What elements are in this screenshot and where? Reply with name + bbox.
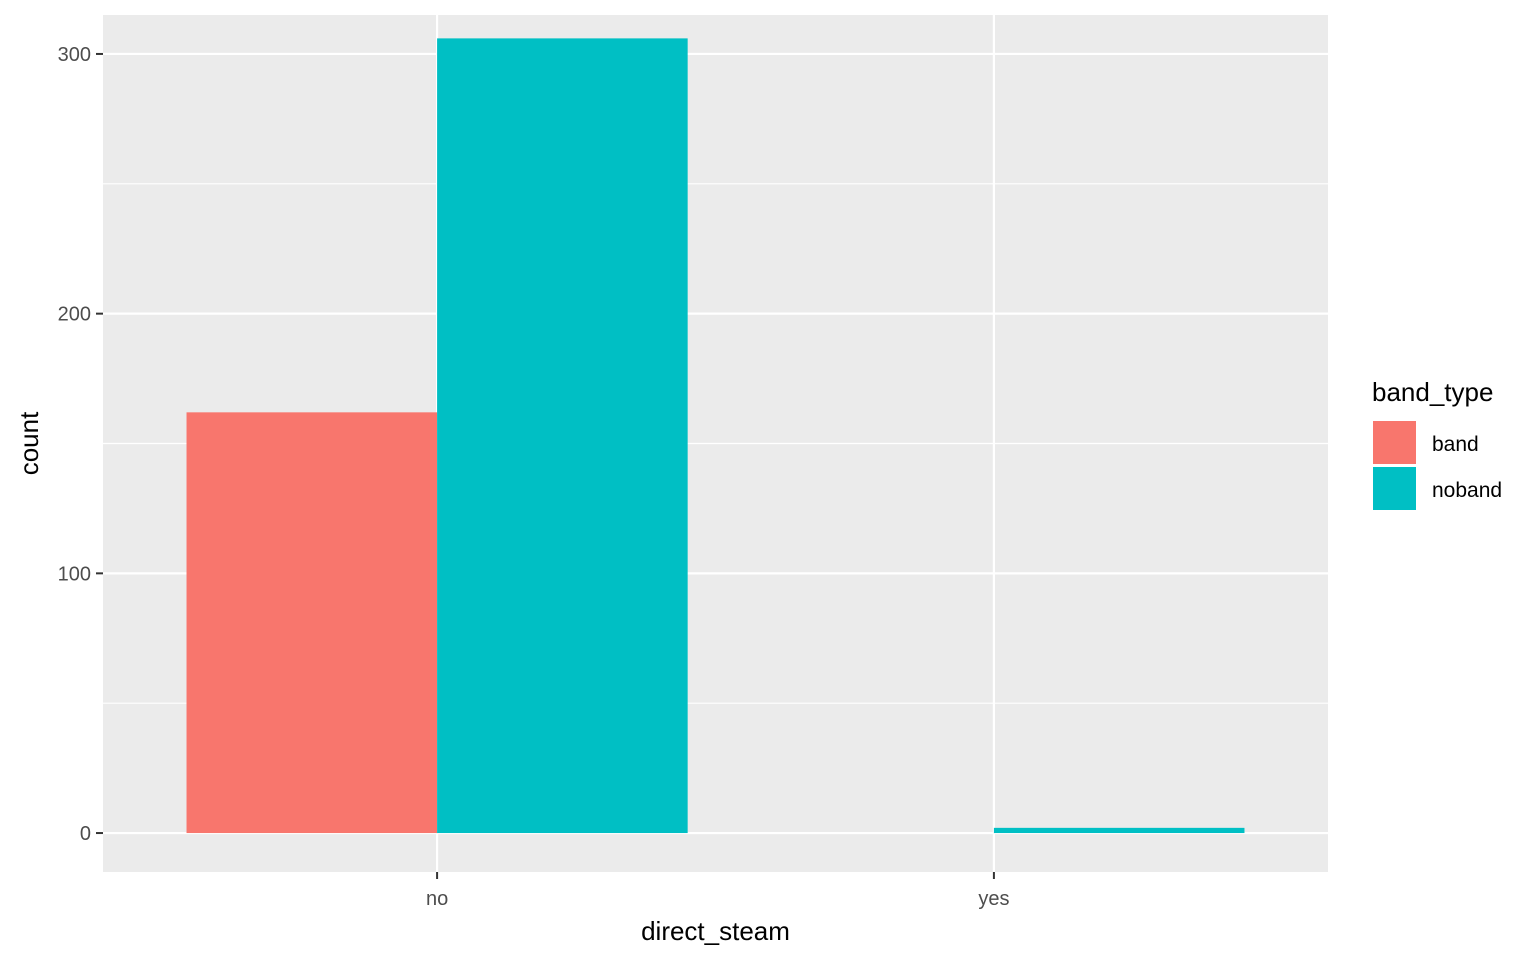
- x-axis-title: direct_steam: [641, 916, 790, 946]
- y-tick-label: 300: [58, 44, 91, 66]
- x-tick-label: yes: [978, 888, 1009, 910]
- y-tick-label: 0: [80, 823, 91, 845]
- x-tick-label: no: [426, 888, 448, 910]
- y-tick-label: 200: [58, 304, 91, 326]
- legend-key-noband: [1373, 467, 1416, 510]
- bars: [186, 38, 1245, 834]
- x-axis: no yes: [426, 872, 1009, 910]
- y-axis-title: count: [14, 411, 44, 475]
- y-axis: 0 100 200 300: [58, 44, 103, 845]
- y-tick-label: 100: [58, 563, 91, 585]
- legend: band_type band noband: [1372, 377, 1502, 510]
- legend-key-band: [1373, 421, 1416, 464]
- bar-noband-yes: [993, 827, 1245, 834]
- legend-label-band: band: [1432, 433, 1479, 456]
- legend-items: band noband: [1373, 421, 1502, 510]
- legend-label-noband: noband: [1432, 479, 1502, 502]
- bar-band-no: [186, 412, 438, 834]
- legend-title: band_type: [1372, 377, 1493, 407]
- bar-noband-no: [437, 38, 688, 834]
